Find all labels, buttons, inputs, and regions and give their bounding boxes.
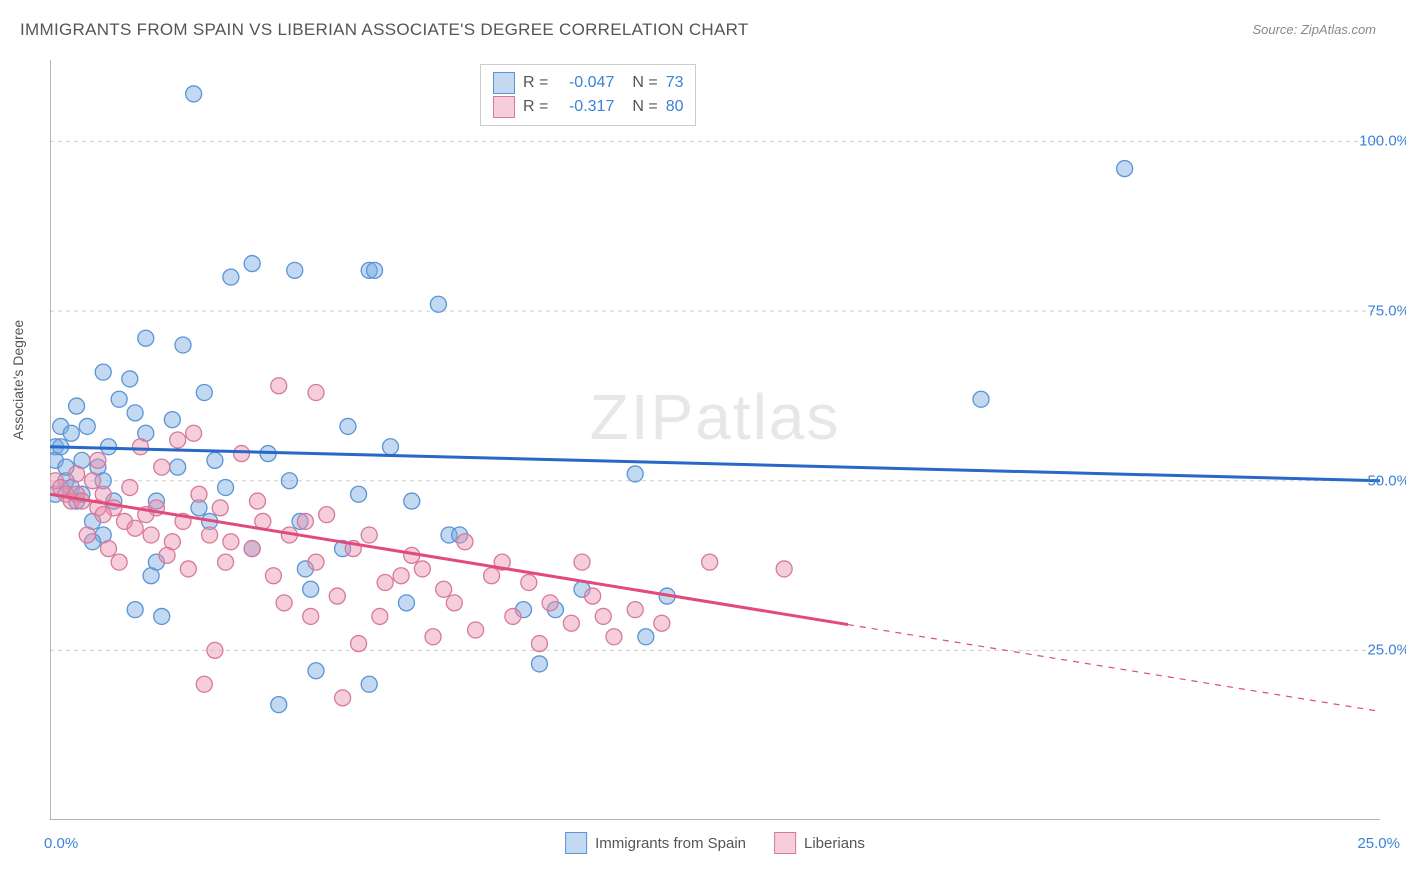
legend-n-value-liberians: 80 [666,95,684,119]
x-axis-tick-right: 25.0% [1357,835,1400,852]
legend-r-label: R = [523,95,548,119]
y-axis-label: Associate's Degree [10,320,26,440]
legend-n-label: N = [632,95,657,119]
legend-r-value-spain: -0.047 [556,71,614,95]
legend-n-label: N = [632,71,657,95]
y-axis-tick: 25.0% [1367,642,1406,659]
correlation-legend: R = -0.047 N = 73 R = -0.317 N = 80 [480,64,696,126]
legend-n-value-spain: 73 [666,71,684,95]
x-axis-tick-left: 0.0% [44,835,78,852]
swatch-liberians [493,96,515,118]
plot-area: ZIPatlas R = -0.047 N = 73 R = -0.317 N … [50,60,1380,820]
swatch-liberians-bottom [774,832,796,854]
legend-r-label: R = [523,71,548,95]
legend-item-spain: Immigrants from Spain [565,832,746,854]
legend-row-liberians: R = -0.317 N = 80 [493,95,683,119]
legend-label-liberians: Liberians [804,835,865,852]
legend-label-spain: Immigrants from Spain [595,835,746,852]
y-axis-tick: 75.0% [1367,303,1406,320]
y-axis-tick: 100.0% [1359,133,1406,150]
scatter-chart-svg [50,60,1380,820]
source-attribution: Source: ZipAtlas.com [1252,22,1376,37]
swatch-spain-bottom [565,832,587,854]
legend-item-liberians: Liberians [774,832,865,854]
legend-r-value-liberians: -0.317 [556,95,614,119]
chart-title: IMMIGRANTS FROM SPAIN VS LIBERIAN ASSOCI… [20,20,749,40]
swatch-spain [493,72,515,94]
series-legend: Immigrants from Spain Liberians [565,832,865,854]
y-axis-tick: 50.0% [1367,472,1406,489]
legend-row-spain: R = -0.047 N = 73 [493,71,683,95]
